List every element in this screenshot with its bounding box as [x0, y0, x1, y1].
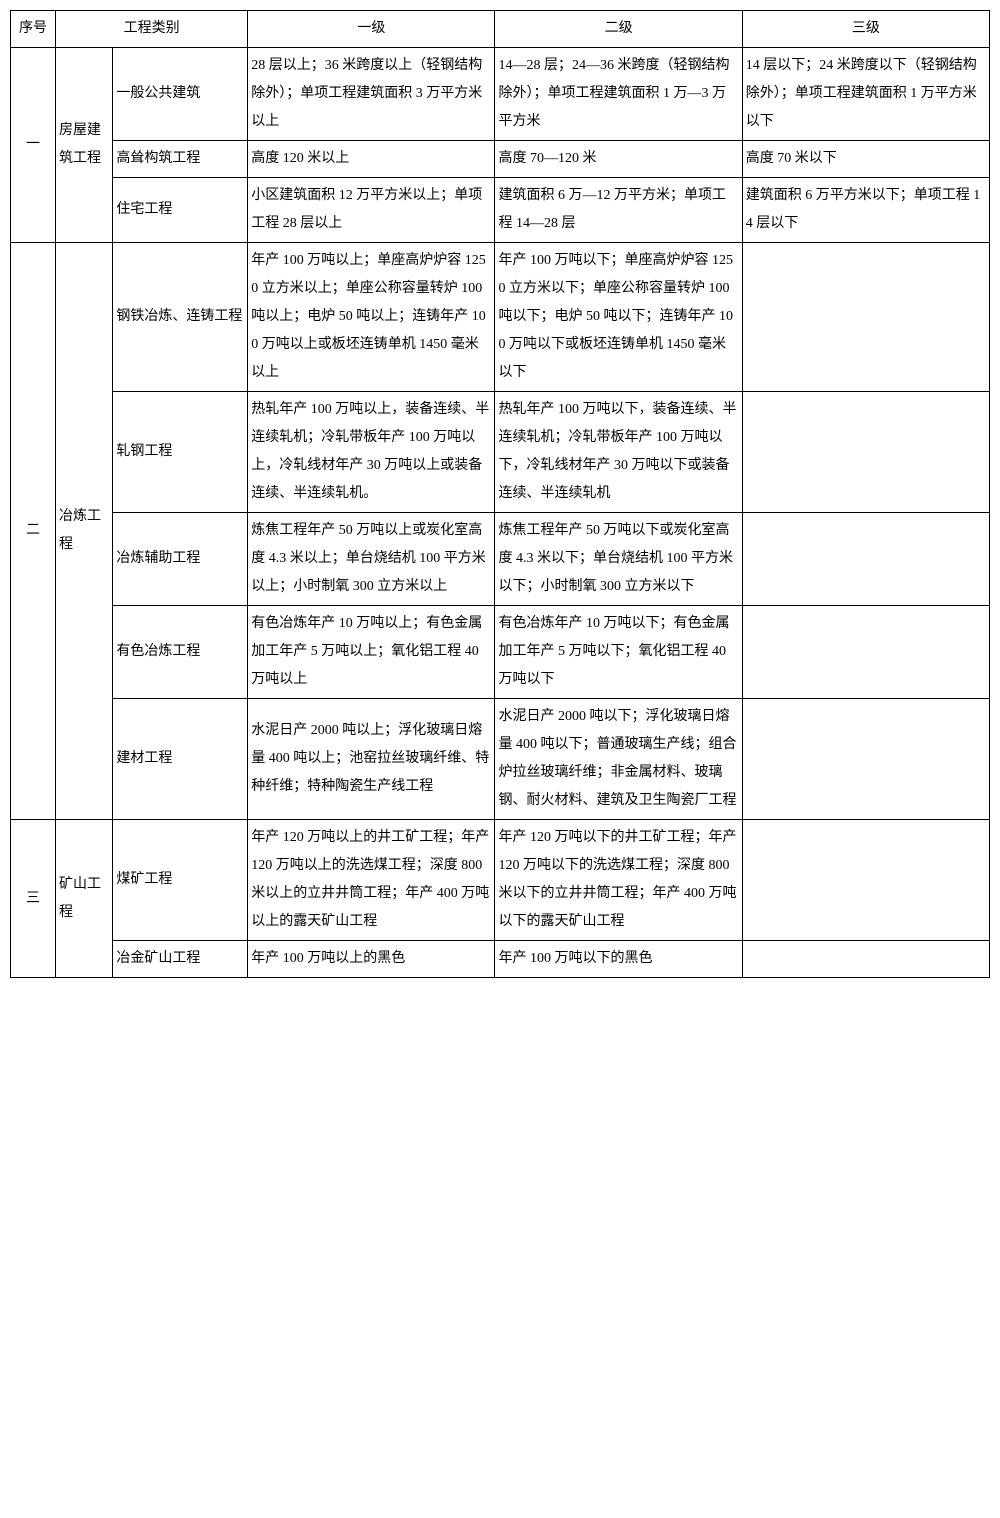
level1-cell: 炼焦工程年产 50 万吨以上或炭化室高度 4.3 米以上；单台烧结机 100 平…	[248, 513, 495, 606]
cat2-cell: 冶炼辅助工程	[113, 513, 248, 606]
cat2-cell: 高耸构筑工程	[113, 141, 248, 178]
level2-cell: 建筑面积 6 万—12 万平方米；单项工程 14—28 层	[495, 178, 742, 243]
cat2-cell: 冶金矿山工程	[113, 941, 248, 978]
level1-cell: 年产 120 万吨以上的井工矿工程；年产 120 万吨以上的洗选煤工程；深度 8…	[248, 820, 495, 941]
seq-cell: 三	[11, 820, 56, 978]
level3-cell	[742, 243, 989, 392]
level3-cell	[742, 820, 989, 941]
header-level2: 二级	[495, 11, 742, 48]
level1-cell: 热轧年产 100 万吨以上，装备连续、半连续轧机；冷轧带板年产 100 万吨以上…	[248, 392, 495, 513]
level2-cell: 14—28 层；24—36 米跨度（轻钢结构除外）；单项工程建筑面积 1 万—3…	[495, 48, 742, 141]
level3-cell: 高度 70 米以下	[742, 141, 989, 178]
cat2-cell: 建材工程	[113, 699, 248, 820]
level1-cell: 年产 100 万吨以上的黑色	[248, 941, 495, 978]
table-row: 冶金矿山工程 年产 100 万吨以上的黑色 年产 100 万吨以下的黑色	[11, 941, 990, 978]
level2-cell: 年产 120 万吨以下的井工矿工程；年产 120 万吨以下的洗选煤工程；深度 8…	[495, 820, 742, 941]
level1-cell: 年产 100 万吨以上；单座高炉炉容 1250 立方米以上；单座公称容量转炉 1…	[248, 243, 495, 392]
level1-cell: 水泥日产 2000 吨以上；浮化玻璃日熔量 400 吨以上；池窑拉丝玻璃纤维、特…	[248, 699, 495, 820]
header-seq: 序号	[11, 11, 56, 48]
level2-cell: 有色冶炼年产 10 万吨以下；有色金属加工年产 5 万吨以下；氧化铝工程 40 …	[495, 606, 742, 699]
cat2-cell: 有色冶炼工程	[113, 606, 248, 699]
level3-cell	[742, 699, 989, 820]
cat2-cell: 一般公共建筑	[113, 48, 248, 141]
level2-cell: 炼焦工程年产 50 万吨以下或炭化室高度 4.3 米以下；单台烧结机 100 平…	[495, 513, 742, 606]
header-level3: 三级	[742, 11, 989, 48]
level1-cell: 小区建筑面积 12 万平方米以上；单项工程 28 层以上	[248, 178, 495, 243]
level3-cell	[742, 392, 989, 513]
header-category: 工程类别	[55, 11, 247, 48]
level2-cell: 热轧年产 100 万吨以下，装备连续、半连续轧机；冷轧带板年产 100 万吨以下…	[495, 392, 742, 513]
level3-cell	[742, 941, 989, 978]
level3-cell	[742, 513, 989, 606]
table-row: 轧钢工程 热轧年产 100 万吨以上，装备连续、半连续轧机；冷轧带板年产 100…	[11, 392, 990, 513]
seq-cell: 二	[11, 243, 56, 820]
page-container: 序号 工程类别 一级 二级 三级 一 房屋建筑工程 一般公共建筑 28 层以上；…	[10, 10, 990, 978]
seq-cell: 一	[11, 48, 56, 243]
level1-cell: 有色冶炼年产 10 万吨以上；有色金属加工年产 5 万吨以上；氧化铝工程 40 …	[248, 606, 495, 699]
table-row: 二 冶炼工程 钢铁冶炼、连铸工程 年产 100 万吨以上；单座高炉炉容 1250…	[11, 243, 990, 392]
table-row: 冶炼辅助工程 炼焦工程年产 50 万吨以上或炭化室高度 4.3 米以上；单台烧结…	[11, 513, 990, 606]
table-row: 建材工程 水泥日产 2000 吨以上；浮化玻璃日熔量 400 吨以上；池窑拉丝玻…	[11, 699, 990, 820]
level1-cell: 高度 120 米以上	[248, 141, 495, 178]
level3-cell: 14 层以下；24 米跨度以下（轻钢结构除外）；单项工程建筑面积 1 万平方米以…	[742, 48, 989, 141]
level2-cell: 水泥日产 2000 吨以下；浮化玻璃日熔量 400 吨以下；普通玻璃生产线；组合…	[495, 699, 742, 820]
classification-table: 序号 工程类别 一级 二级 三级 一 房屋建筑工程 一般公共建筑 28 层以上；…	[10, 10, 990, 978]
level1-cell: 28 层以上；36 米跨度以上（轻钢结构除外）；单项工程建筑面积 3 万平方米以…	[248, 48, 495, 141]
cat1-cell: 房屋建筑工程	[55, 48, 112, 243]
header-row: 序号 工程类别 一级 二级 三级	[11, 11, 990, 48]
cat2-cell: 住宅工程	[113, 178, 248, 243]
level3-cell: 建筑面积 6 万平方米以下；单项工程 14 层以下	[742, 178, 989, 243]
cat1-cell: 冶炼工程	[55, 243, 112, 820]
cat1-cell: 矿山工程	[55, 820, 112, 978]
level2-cell: 年产 100 万吨以下的黑色	[495, 941, 742, 978]
cat2-cell: 轧钢工程	[113, 392, 248, 513]
level3-cell	[742, 606, 989, 699]
table-row: 三 矿山工程 煤矿工程 年产 120 万吨以上的井工矿工程；年产 120 万吨以…	[11, 820, 990, 941]
table-row: 一 房屋建筑工程 一般公共建筑 28 层以上；36 米跨度以上（轻钢结构除外）；…	[11, 48, 990, 141]
cat2-cell: 钢铁冶炼、连铸工程	[113, 243, 248, 392]
header-level1: 一级	[248, 11, 495, 48]
level2-cell: 高度 70—120 米	[495, 141, 742, 178]
table-row: 高耸构筑工程 高度 120 米以上 高度 70—120 米 高度 70 米以下	[11, 141, 990, 178]
table-row: 有色冶炼工程 有色冶炼年产 10 万吨以上；有色金属加工年产 5 万吨以上；氧化…	[11, 606, 990, 699]
table-row: 住宅工程 小区建筑面积 12 万平方米以上；单项工程 28 层以上 建筑面积 6…	[11, 178, 990, 243]
level2-cell: 年产 100 万吨以下；单座高炉炉容 1250 立方米以下；单座公称容量转炉 1…	[495, 243, 742, 392]
cat2-cell: 煤矿工程	[113, 820, 248, 941]
